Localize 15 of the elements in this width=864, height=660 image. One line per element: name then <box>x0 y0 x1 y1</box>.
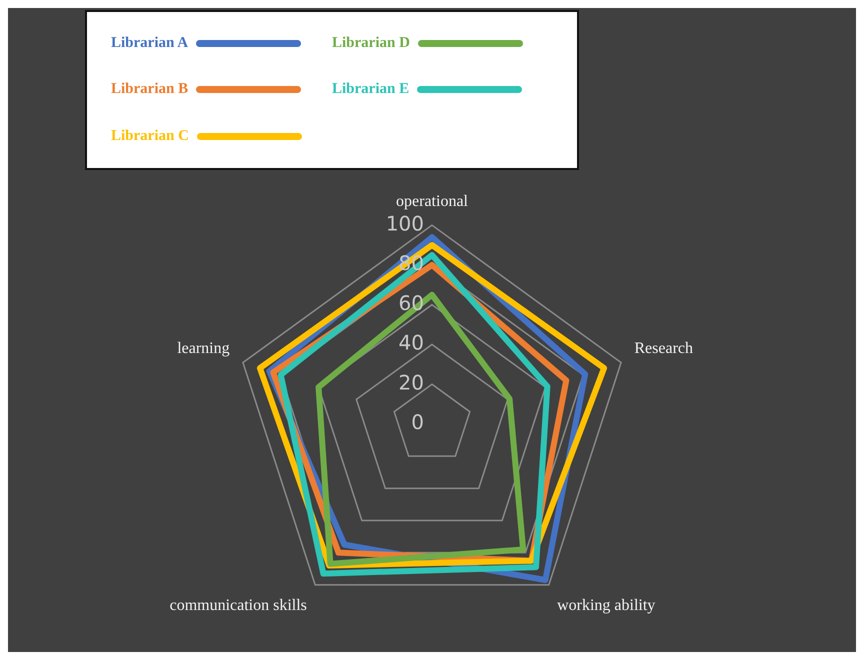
spoke-label: communication skills <box>170 596 307 614</box>
y-tick-label: 0 <box>411 410 424 434</box>
spoke-label: operational <box>396 192 469 210</box>
text: Librarian B <box>111 81 188 98</box>
spoke-label: learning <box>177 340 230 357</box>
text: Librarian E <box>332 81 410 98</box>
y-tick-label: 40 <box>398 330 424 355</box>
text: Librarian C <box>111 128 189 146</box>
text: Librarian A <box>111 34 188 52</box>
spoke-label: working ability <box>557 596 656 614</box>
y-tick-label: 100 <box>386 211 424 236</box>
y-tick-label: 20 <box>398 370 424 394</box>
text: Librarian D <box>332 34 410 52</box>
y-tick-label: 80 <box>398 251 424 276</box>
spoke-label: Research <box>634 340 694 357</box>
